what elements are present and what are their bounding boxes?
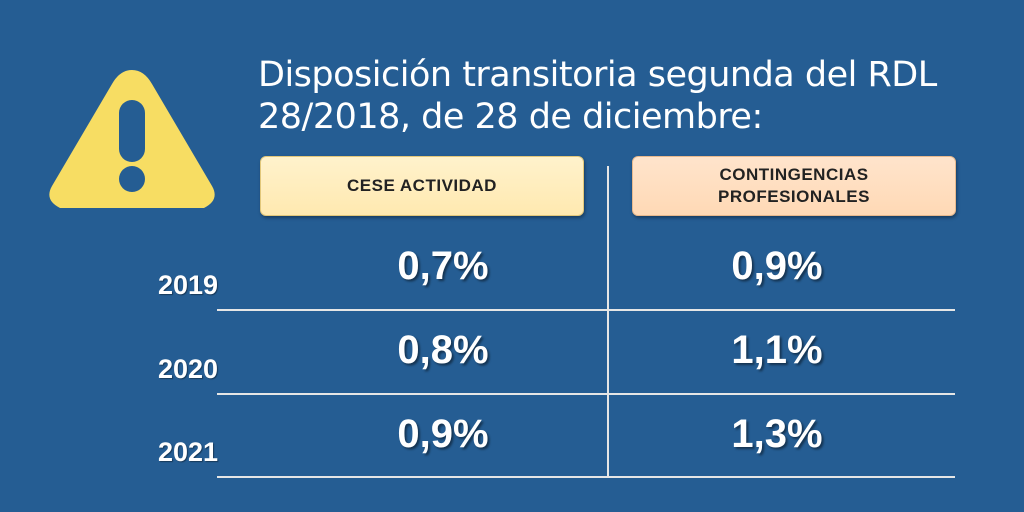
cese-value: 0,8% xyxy=(397,328,489,372)
row-divider xyxy=(217,309,955,311)
contingencias-value: 1,3% xyxy=(731,412,823,456)
contingencias-value: 0,9% xyxy=(731,244,823,288)
header-contingencias-line1: CONTINGENCIAS xyxy=(719,165,869,184)
year-label: 2021 xyxy=(158,437,219,467)
page-title: Disposición transitoria segunda del RDL … xyxy=(258,55,937,137)
contingencias-value: 1,1% xyxy=(731,328,823,372)
header-contingencias-line2: PROFESIONALES xyxy=(718,187,870,206)
row-divider xyxy=(217,393,955,395)
year-label: 2020 xyxy=(158,354,219,384)
year-label: 2019 xyxy=(158,270,219,300)
header-cese-actividad: CESE ACTIVIDAD xyxy=(260,156,584,216)
warning-icon xyxy=(49,70,215,208)
column-divider xyxy=(607,166,609,478)
cese-value: 0,7% xyxy=(397,244,489,288)
header-contingencias-profesionales: CONTINGENCIAS PROFESIONALES xyxy=(632,156,956,216)
header-cese-label: CESE ACTIVIDAD xyxy=(347,176,497,195)
cese-value: 0,9% xyxy=(397,412,489,456)
header-contingencias-label: CONTINGENCIAS PROFESIONALES xyxy=(718,164,870,208)
row-divider xyxy=(217,476,955,478)
